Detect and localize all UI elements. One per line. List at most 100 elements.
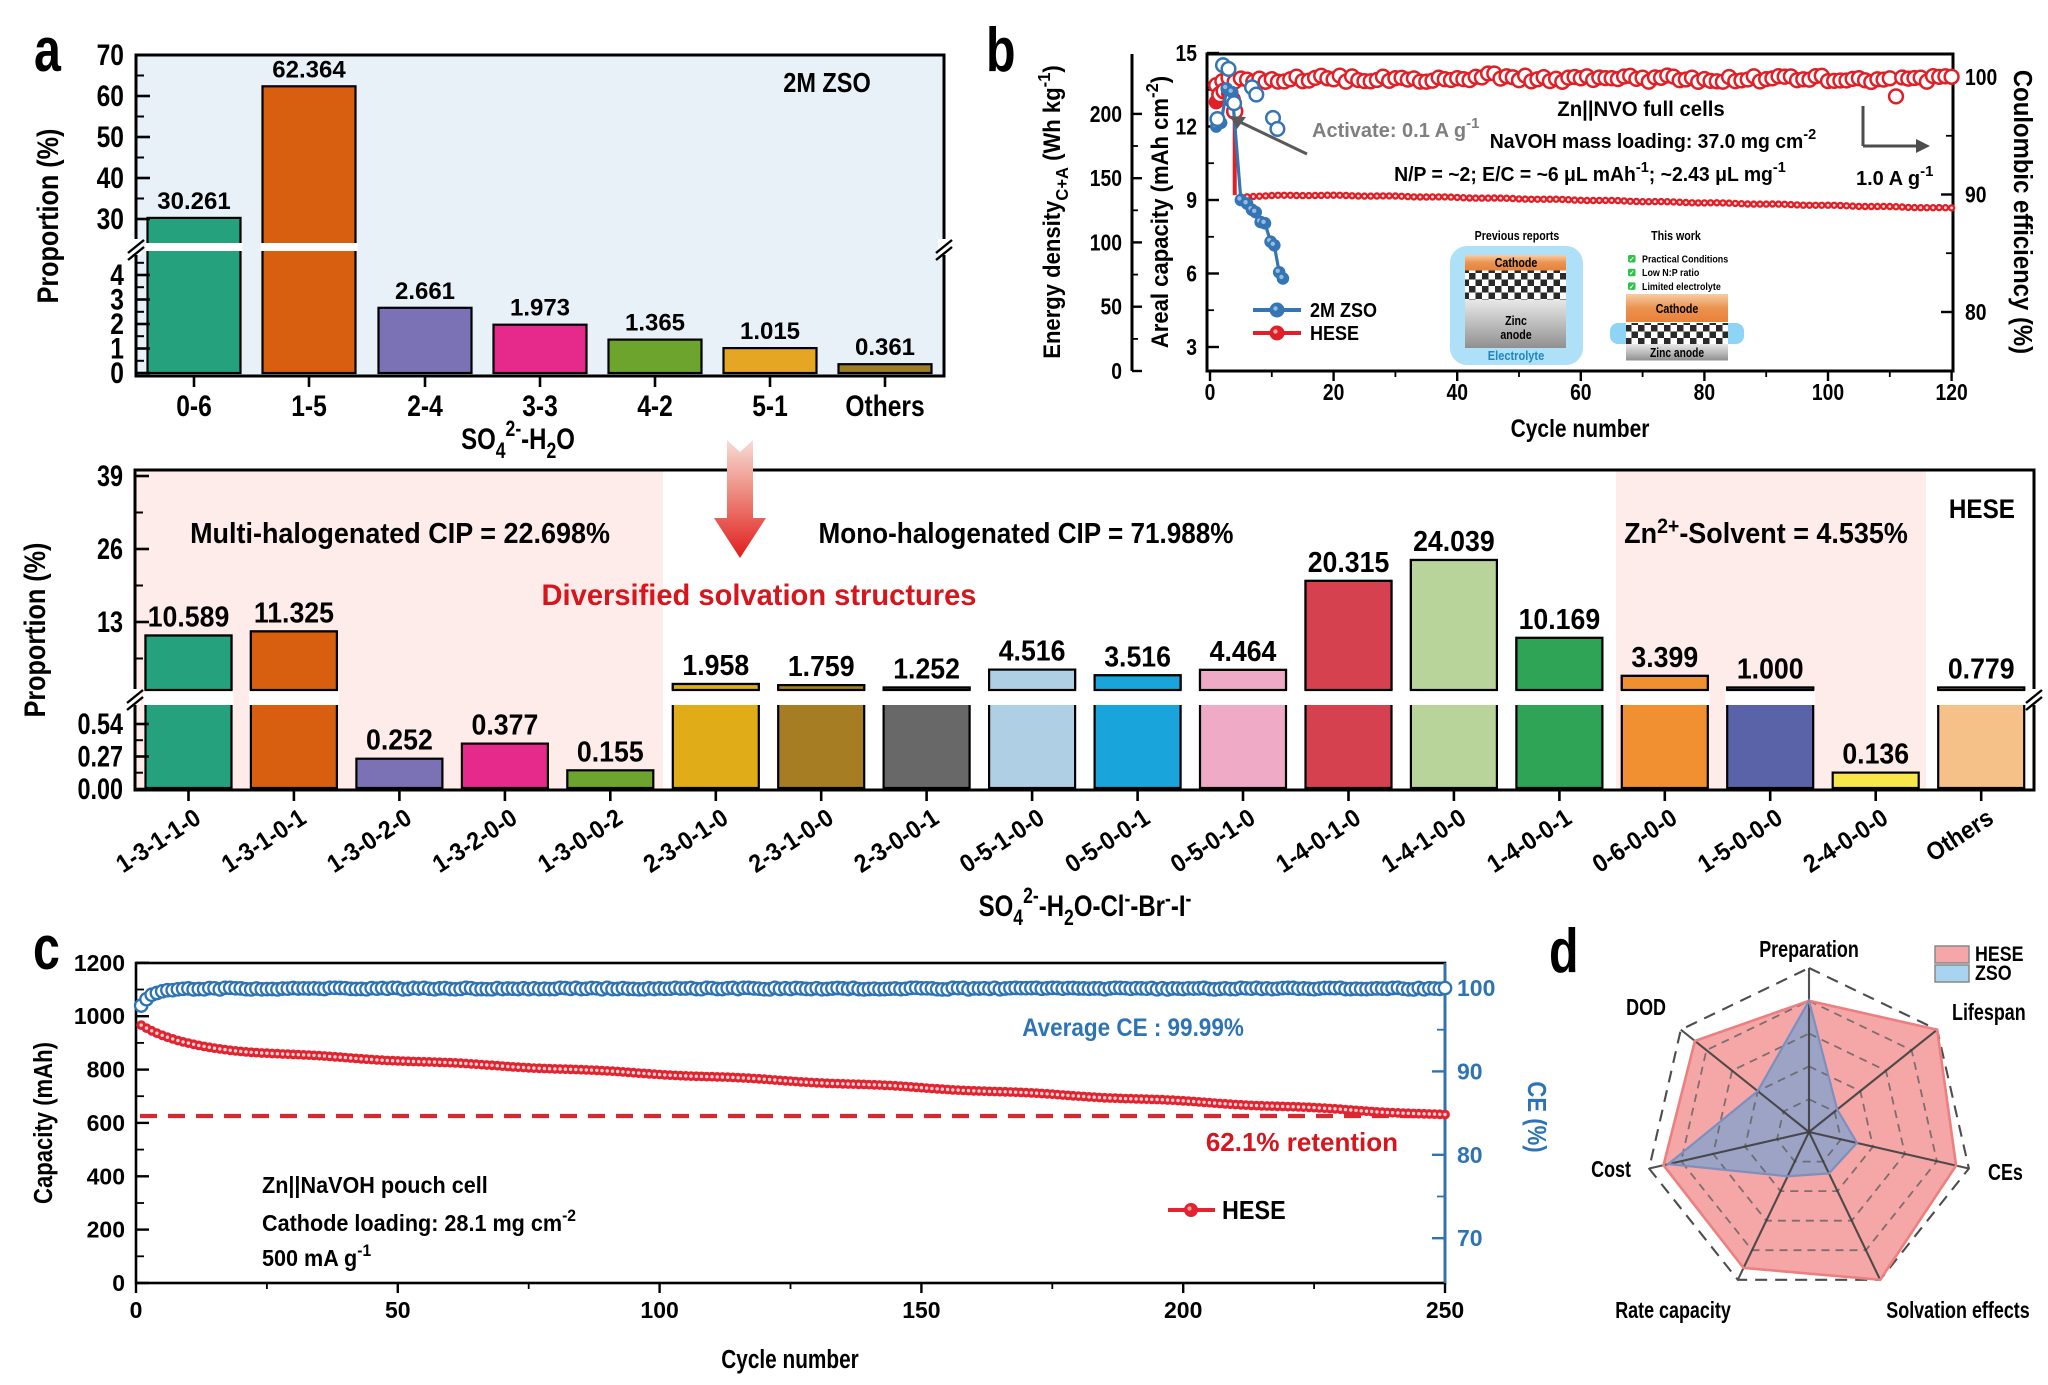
svg-text:1.973: 1.973 xyxy=(510,295,570,322)
svg-text:HESE: HESE xyxy=(1310,323,1359,345)
svg-text:1: 1 xyxy=(110,331,124,365)
svg-text:anode: anode xyxy=(1500,328,1532,342)
svg-text:4: 4 xyxy=(110,258,124,292)
svg-text:11.325: 11.325 xyxy=(254,596,334,628)
svg-text:0.00: 0.00 xyxy=(77,772,123,805)
svg-text:This work: This work xyxy=(1651,228,1701,243)
svg-text:30.261: 30.261 xyxy=(157,188,230,215)
svg-text:Zinc anode: Zinc anode xyxy=(1650,347,1704,360)
svg-text:800: 800 xyxy=(87,1057,125,1083)
svg-text:3: 3 xyxy=(110,282,124,316)
svg-text:40: 40 xyxy=(1446,381,1467,406)
svg-text:0: 0 xyxy=(110,356,124,390)
svg-text:1000: 1000 xyxy=(74,1003,125,1029)
svg-text:1.000: 1.000 xyxy=(1737,652,1804,684)
svg-text:HESE: HESE xyxy=(1949,495,2015,524)
svg-text:Diversified solvation structur: Diversified solvation structures xyxy=(542,579,977,612)
svg-text:50: 50 xyxy=(1101,295,1122,320)
svg-text:✓: ✓ xyxy=(1629,257,1635,264)
svg-text:c: c xyxy=(33,913,60,982)
svg-text:200: 200 xyxy=(87,1217,125,1243)
svg-text:100: 100 xyxy=(1457,975,1495,1001)
svg-text:40: 40 xyxy=(97,161,124,195)
svg-text:3.516: 3.516 xyxy=(1104,640,1171,672)
svg-text:ZSO: ZSO xyxy=(1975,962,2012,986)
svg-text:80: 80 xyxy=(1694,381,1715,406)
svg-text:200: 200 xyxy=(1090,102,1122,127)
svg-text:1.365: 1.365 xyxy=(625,310,685,337)
svg-text:Capacity (mAh): Capacity (mAh) xyxy=(29,1042,58,1204)
svg-text:Cathode loading: 28.1 mg cm-2: Cathode loading: 28.1 mg cm-2 xyxy=(262,1206,576,1236)
svg-text:150: 150 xyxy=(1090,167,1122,192)
svg-text:100: 100 xyxy=(640,1297,678,1323)
svg-text:2M ZSO: 2M ZSO xyxy=(783,68,871,98)
svg-text:0: 0 xyxy=(112,1270,125,1296)
svg-text:1.0 A g-1: 1.0 A g-1 xyxy=(1856,163,1933,190)
svg-text:0.361: 0.361 xyxy=(855,334,915,361)
svg-text:Proportion (%): Proportion (%) xyxy=(18,543,52,718)
svg-text:Activate: 0.1 A g-1: Activate: 0.1 A g-1 xyxy=(1312,115,1479,142)
svg-text:HESE: HESE xyxy=(1222,1197,1286,1225)
svg-text:1.015: 1.015 xyxy=(740,318,800,345)
svg-text:0: 0 xyxy=(130,1297,143,1323)
svg-text:24.039: 24.039 xyxy=(1413,525,1495,557)
svg-text:2-4: 2-4 xyxy=(407,389,443,423)
svg-text:62.1% retention: 62.1% retention xyxy=(1206,1127,1398,1157)
svg-text:80: 80 xyxy=(1457,1142,1483,1168)
svg-text:4.464: 4.464 xyxy=(1210,635,1277,667)
svg-text:0: 0 xyxy=(1111,360,1122,385)
svg-text:Low N:P ratio: Low N:P ratio xyxy=(1642,268,1699,280)
svg-text:250: 250 xyxy=(1426,1297,1464,1323)
svg-text:Coulombic efficiency (%): Coulombic efficiency (%) xyxy=(2008,70,2037,354)
svg-text:1.958: 1.958 xyxy=(682,649,749,681)
svg-text:2M ZSO: 2M ZSO xyxy=(1310,300,1377,322)
svg-text:1200: 1200 xyxy=(74,950,125,976)
svg-text:50: 50 xyxy=(385,1297,411,1323)
svg-text:Average CE : 99.99%: Average CE : 99.99% xyxy=(1022,1014,1244,1042)
svg-text:1-5: 1-5 xyxy=(291,389,327,423)
svg-text:Lifespan: Lifespan xyxy=(1952,1000,2026,1026)
svg-text:b: b xyxy=(986,15,1016,84)
svg-text:100: 100 xyxy=(1965,66,1997,91)
svg-text:✓: ✓ xyxy=(1629,270,1635,277)
svg-text:0.27: 0.27 xyxy=(77,740,123,773)
svg-text:200: 200 xyxy=(1164,1297,1202,1323)
svg-text:62.364: 62.364 xyxy=(272,56,346,83)
svg-text:70: 70 xyxy=(97,38,124,72)
svg-text:9: 9 xyxy=(1186,189,1197,214)
svg-text:CE (%): CE (%) xyxy=(1522,1081,1551,1152)
svg-text:150: 150 xyxy=(902,1297,940,1323)
svg-text:6: 6 xyxy=(1186,262,1197,287)
svg-text:0: 0 xyxy=(1205,381,1216,406)
svg-text:Areal capacity (mAh cm-2): Areal capacity (mAh cm-2) xyxy=(1141,76,1173,348)
svg-text:Cycle number: Cycle number xyxy=(1511,414,1650,442)
svg-text:3-3: 3-3 xyxy=(522,389,558,423)
svg-text:1.252: 1.252 xyxy=(893,652,960,684)
svg-text:4.516: 4.516 xyxy=(999,635,1066,667)
svg-text:2: 2 xyxy=(110,307,124,341)
svg-text:Electrolyte: Electrolyte xyxy=(1488,348,1545,363)
svg-text:Cathode: Cathode xyxy=(1656,301,1699,316)
svg-text:0.155: 0.155 xyxy=(577,735,644,767)
svg-text:2.661: 2.661 xyxy=(395,278,455,305)
svg-text:3: 3 xyxy=(1186,336,1197,361)
svg-text:Cost: Cost xyxy=(1591,1157,1631,1183)
svg-text:0.136: 0.136 xyxy=(1842,738,1909,770)
svg-text:0.377: 0.377 xyxy=(472,709,539,741)
svg-text:CEs: CEs xyxy=(1988,1160,2023,1186)
svg-text:Preparation: Preparation xyxy=(1759,937,1859,963)
svg-text:600: 600 xyxy=(87,1110,125,1136)
svg-text:3.399: 3.399 xyxy=(1631,641,1698,673)
svg-text:80: 80 xyxy=(1965,301,1986,326)
svg-text:13: 13 xyxy=(97,605,123,638)
svg-text:Previous reports: Previous reports xyxy=(1475,228,1560,243)
svg-text:90: 90 xyxy=(1457,1058,1483,1084)
svg-text:Zn||NaVOH pouch cell: Zn||NaVOH pouch cell xyxy=(262,1172,488,1198)
svg-text:a: a xyxy=(34,15,62,84)
svg-text:Mono-halogenated CIP = 71.988%: Mono-halogenated CIP = 71.988% xyxy=(819,517,1234,550)
svg-text:Limited electrolyte: Limited electrolyte xyxy=(1642,281,1721,293)
svg-text:✓: ✓ xyxy=(1629,284,1635,291)
svg-text:400: 400 xyxy=(87,1163,125,1189)
svg-text:N/P = ~2; E/C = ~6 μL mAh-1;: N/P = ~2; E/C = ~6 μL mAh-1; ~2.43 μL mg… xyxy=(1394,160,1786,186)
svg-text:0.54: 0.54 xyxy=(77,707,123,740)
